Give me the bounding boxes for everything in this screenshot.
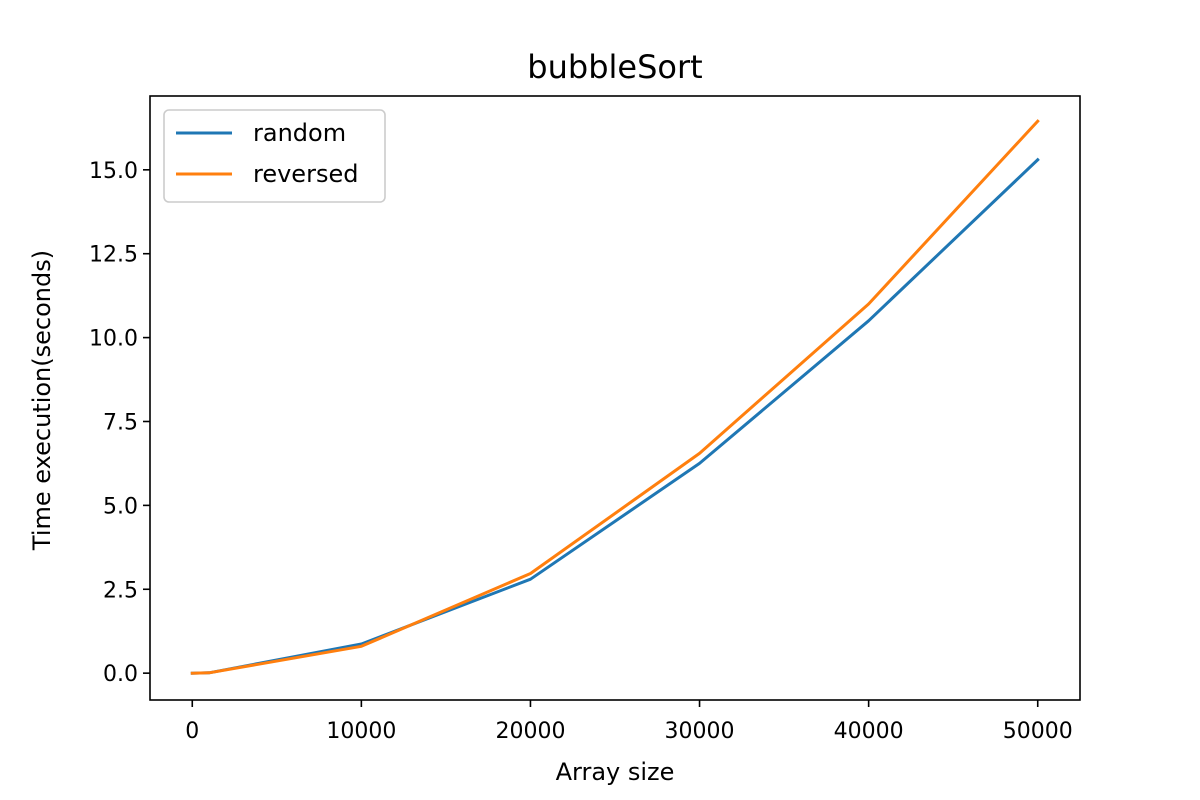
chart-title: bubbleSort [527,48,702,86]
x-tick-label: 40000 [834,719,904,744]
y-axis-label: Time execution(seconds) [28,250,56,551]
x-axis-label: Array size [556,758,675,786]
y-tick-label: 10.0 [89,327,138,352]
plot-area-frame [149,95,1081,701]
x-tick-label: 50000 [1003,719,1073,744]
legend-label-reversed: reversed [253,160,358,188]
series-line-reversed [190,119,1040,675]
x-tick-label: 10000 [326,719,396,744]
legend-label-random: random [253,119,346,147]
y-tick-label: 12.5 [89,243,138,268]
y-tick-label: 15.0 [89,159,138,184]
y-tick-label: 5.0 [103,494,138,519]
x-tick-label: 30000 [665,719,735,744]
x-tick-label: 20000 [495,719,565,744]
y-tick-label: 0.0 [103,662,138,687]
y-axis-ticks: 0.0 2.5 5.0 7.5 10.0 12.5 15.0 [89,159,150,687]
y-tick-label: 7.5 [103,410,138,435]
x-tick-label: 0 [185,719,199,744]
x-axis-ticks: 0 10000 20000 30000 40000 50000 [185,700,1073,744]
series-lines [190,119,1040,675]
legend: random reversed [163,109,386,203]
y-tick-label: 2.5 [103,578,138,603]
